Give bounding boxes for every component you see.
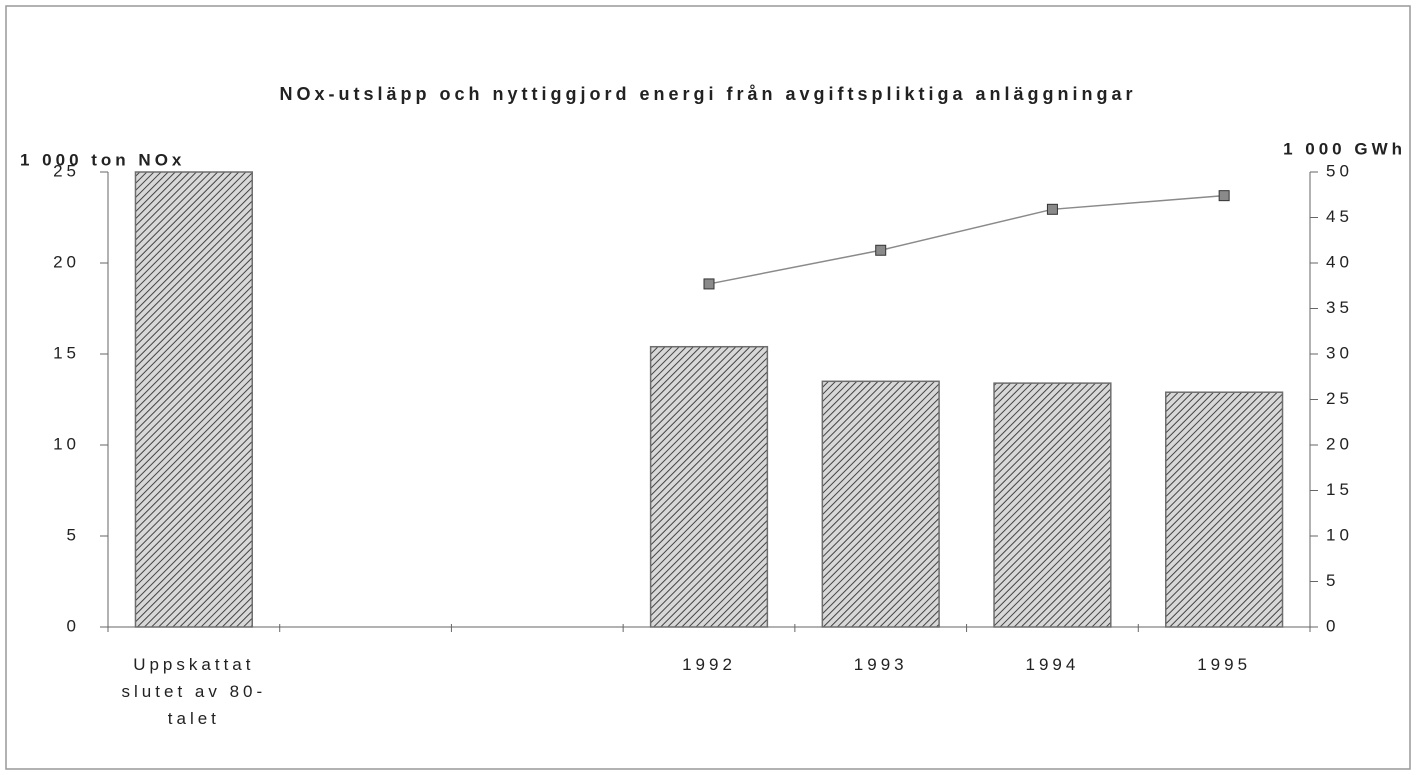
chart-title: NOx-utsläpp och nyttiggjord energi från … (279, 84, 1136, 104)
line-marker (875, 244, 887, 256)
y2-tick-label: 20 (1326, 434, 1353, 453)
y2-tick-label: 30 (1326, 343, 1353, 362)
y2-tick-label: 40 (1326, 252, 1353, 271)
y2-tick-label: 15 (1326, 480, 1353, 499)
y-tick-label: 10 (53, 434, 80, 453)
x-tick-label: 1992 (682, 655, 736, 674)
x-tick-label: Uppskattat slutet av 80-talet (121, 655, 267, 728)
y-axis-label: 1 000 ton NOx (20, 150, 185, 169)
x-tick-label: 1993 (853, 655, 908, 674)
y2-tick-label: 35 (1326, 298, 1353, 317)
line-marker (1218, 190, 1230, 202)
bar (1165, 391, 1284, 628)
line-marker (703, 278, 715, 290)
line (708, 194, 1225, 285)
bar (821, 380, 940, 628)
line-marker (1046, 203, 1058, 215)
y-tick-label: 5 (67, 525, 80, 544)
y-tick-label: 15 (53, 343, 80, 362)
x-tick-label: 1994 (1025, 655, 1080, 674)
bar (649, 345, 769, 628)
y2-tick-label: 45 (1326, 207, 1353, 226)
y-tick-label: 25 (53, 161, 80, 180)
bar (993, 382, 1112, 628)
y2-tick-label: 5 (1326, 571, 1339, 590)
y2-tick-label: 0 (1326, 616, 1339, 635)
y-tick-label: 20 (53, 252, 80, 271)
y2-tick-label: 50 (1326, 161, 1353, 180)
frame (5, 5, 1411, 770)
bar (134, 171, 253, 628)
y2-tick-label: 25 (1326, 389, 1353, 408)
y2-axis-label: 1 000 GWh (1283, 139, 1406, 158)
y-tick-label: 0 (67, 616, 80, 635)
x-tick-label: 1995 (1197, 655, 1252, 674)
y2-tick-label: 10 (1326, 525, 1353, 544)
